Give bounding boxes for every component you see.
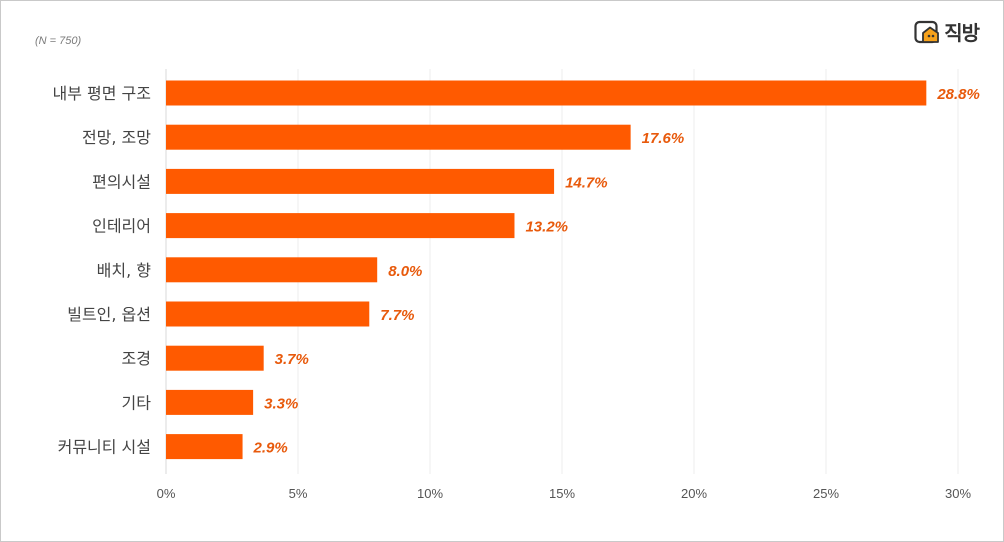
- data-label: 14.7%: [565, 174, 608, 191]
- category-label: 전망, 조망: [82, 128, 151, 147]
- bar: [166, 434, 243, 460]
- category-label: 편의시설: [92, 172, 151, 191]
- x-tick-label: 5%: [289, 486, 308, 501]
- bar: [166, 345, 264, 371]
- category-label: 빌트인, 옵션: [67, 305, 151, 324]
- bar: [166, 301, 370, 327]
- x-tick-label: 0%: [157, 486, 176, 501]
- data-label: 8.0%: [388, 263, 422, 280]
- x-tick-label: 10%: [417, 486, 443, 501]
- category-label: 커뮤니티 시설: [58, 438, 151, 457]
- data-label: 3.3%: [264, 395, 298, 412]
- x-tick-label: 25%: [813, 486, 839, 501]
- brand-logo: 직방: [914, 17, 980, 46]
- x-tick-labels: 0% 5% 10% 15% 20% 25% 30%: [157, 486, 972, 501]
- house-logo-icon: [914, 20, 940, 43]
- brand-name: 직방: [944, 21, 980, 45]
- bar: [166, 124, 631, 150]
- bar: [166, 168, 555, 194]
- bar: [166, 213, 515, 239]
- data-label: 7.7%: [380, 307, 414, 324]
- x-tick-label: 30%: [945, 486, 971, 501]
- data-label: 17.6%: [642, 130, 685, 147]
- bar: [166, 80, 927, 106]
- data-label: 28.8%: [936, 86, 980, 103]
- bar: [166, 257, 378, 283]
- sample-size-note: (N = 750): [35, 35, 82, 47]
- x-tick-label: 15%: [549, 486, 575, 501]
- x-tick-label: 20%: [681, 486, 707, 501]
- category-label: 조경: [122, 349, 151, 368]
- category-label: 기타: [122, 393, 152, 412]
- category-label: 인테리어: [92, 217, 151, 236]
- value-labels: 28.8% 17.6% 14.7% 13.2% 8.0% 7.7% 3.7% 3.3% 2.9%: [253, 86, 980, 457]
- data-label: 13.2%: [525, 219, 568, 236]
- data-label: 2.9%: [253, 440, 288, 457]
- bars: [166, 80, 927, 460]
- data-label: 3.7%: [275, 351, 309, 368]
- category-label: 내부 평면 구조: [53, 84, 152, 103]
- category-label: 배치, 향: [97, 261, 152, 280]
- bar: [166, 389, 254, 415]
